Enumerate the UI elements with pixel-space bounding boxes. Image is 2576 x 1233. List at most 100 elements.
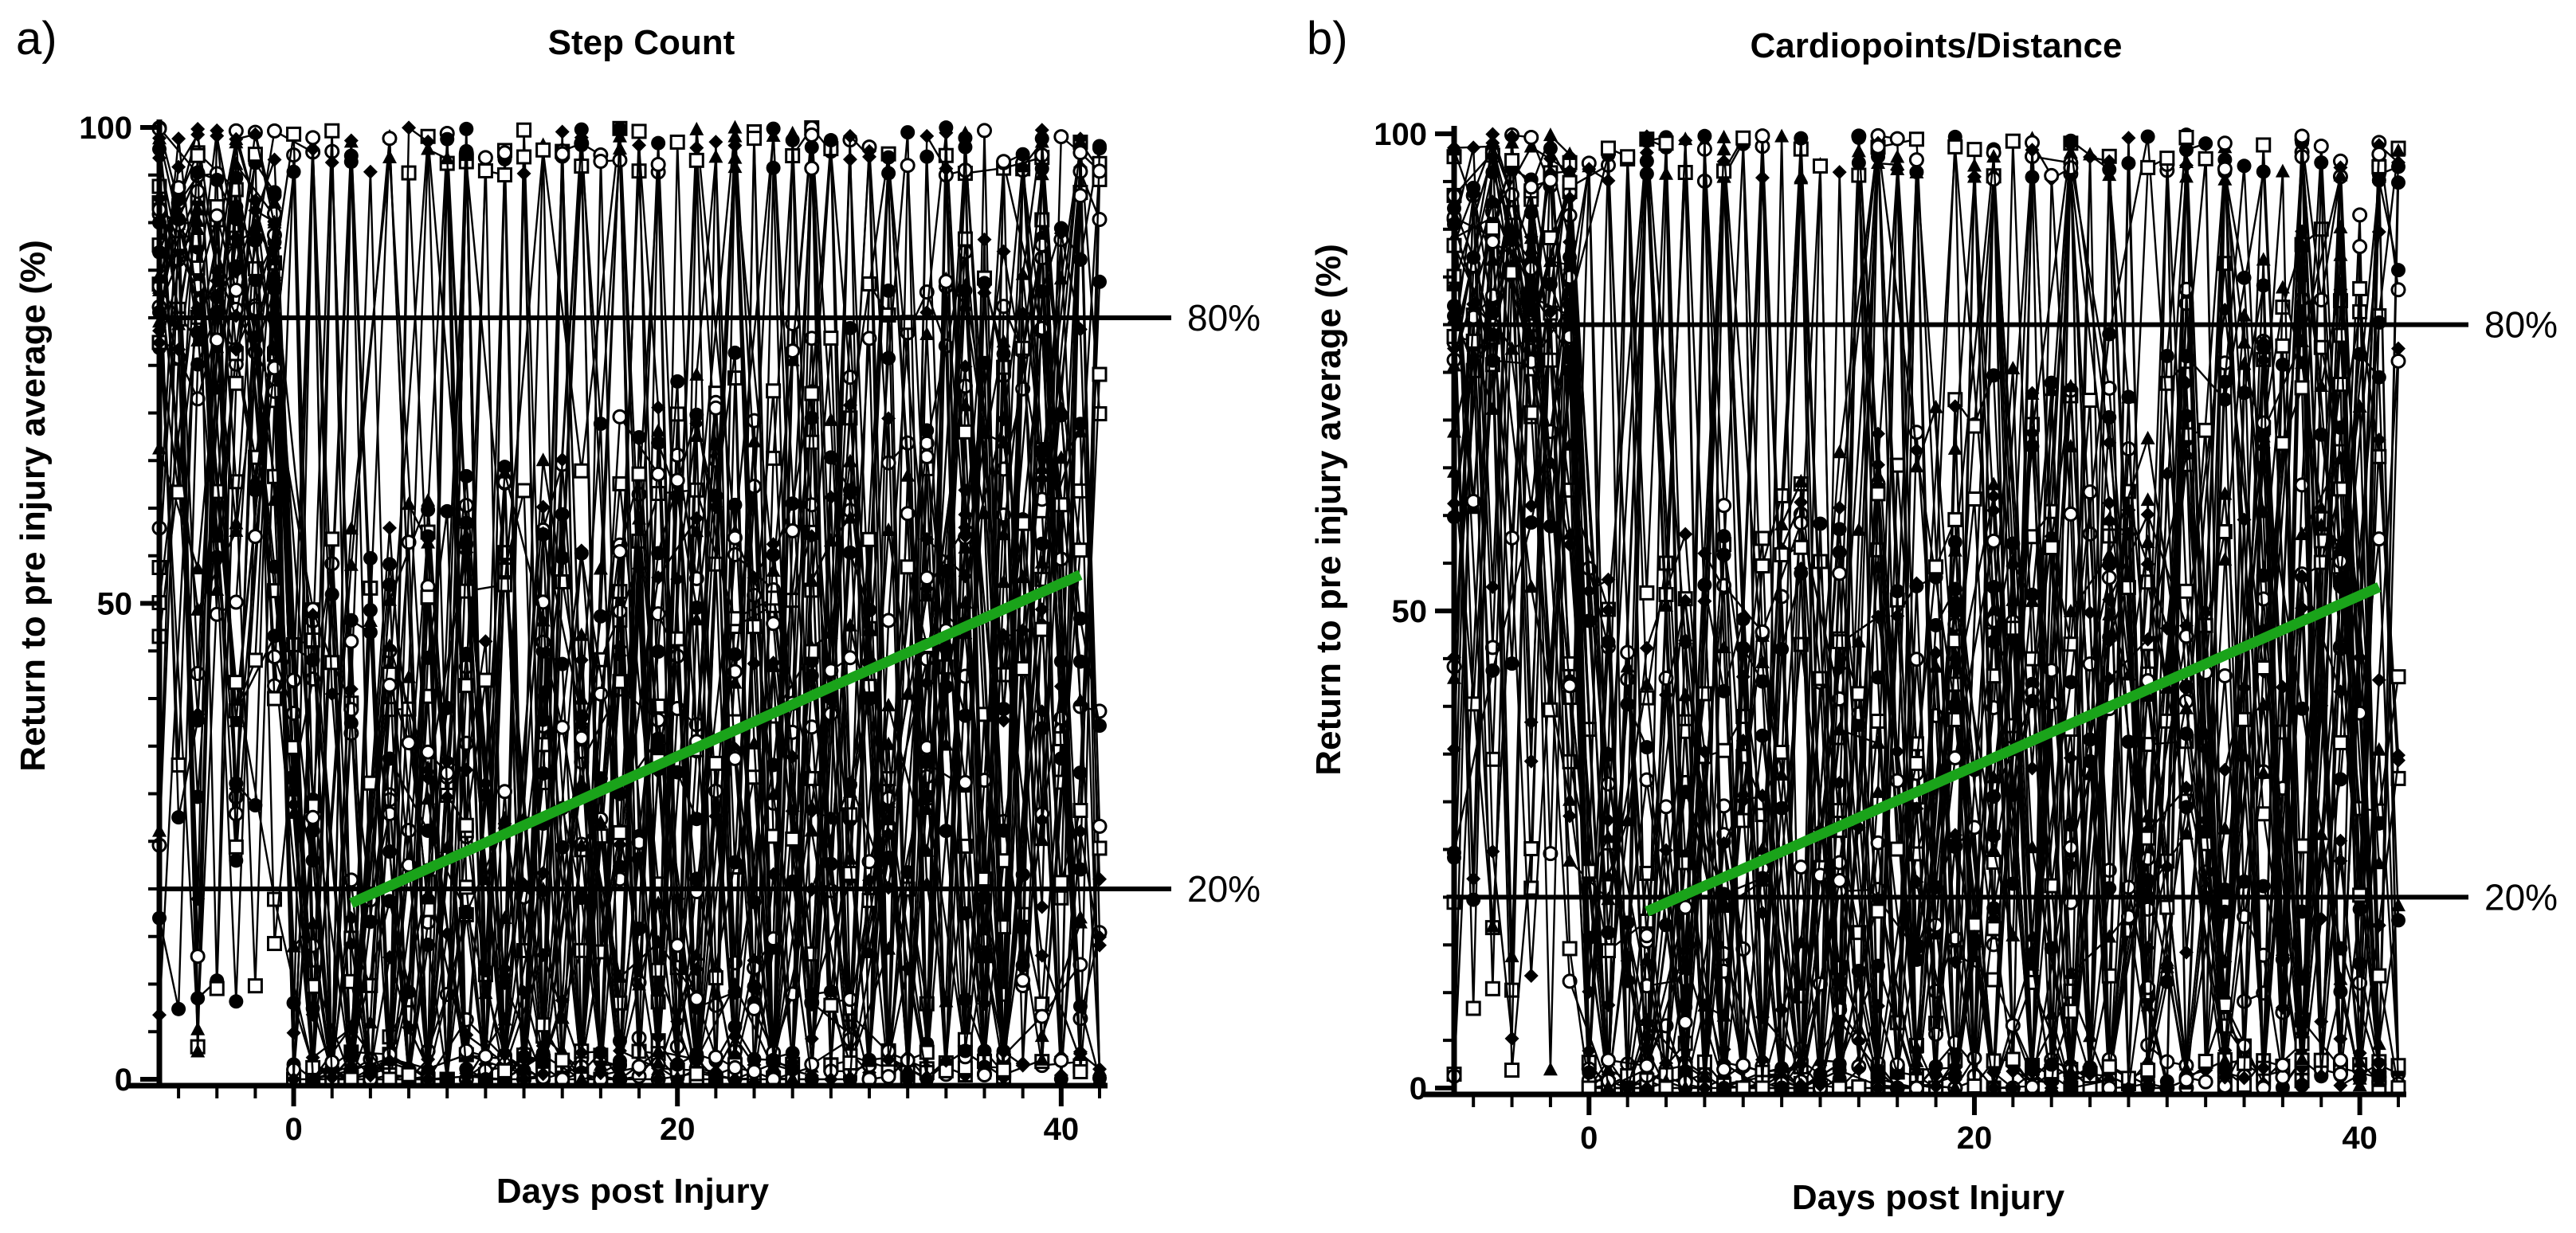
panel-b-data-point	[2352, 1054, 2367, 1068]
panel-b-data-point	[1909, 801, 1924, 816]
panel-a-data-point	[689, 523, 704, 538]
panel-b-data-point	[1794, 1078, 1809, 1093]
panel-a-data-point	[650, 156, 666, 172]
panel-b-data-point	[1523, 714, 1539, 730]
panel-a-data-point	[669, 134, 685, 150]
panel-b-data-point	[2275, 280, 2290, 294]
panel-b-data-point	[1523, 179, 1539, 195]
panel-b-data-point	[2332, 734, 2348, 750]
panel-a-data-point	[1015, 147, 1030, 162]
panel-a-data-point	[1034, 472, 1049, 487]
panel-b-data-point	[1543, 846, 1559, 862]
panel-b-data-point	[2256, 660, 2272, 676]
panel-a-data-point	[171, 159, 186, 174]
panel-a-data-point	[324, 687, 339, 702]
panel-a-data-point	[228, 594, 244, 610]
panel-a-data-point	[842, 370, 858, 386]
panel-a-data-point	[1034, 1051, 1049, 1066]
panel-a-data-point	[996, 823, 1011, 838]
panel-b-data-point	[1986, 149, 2002, 163]
panel-b-data-point	[1870, 486, 1886, 502]
panel-a-data-point	[305, 809, 321, 825]
panel-a-data-point	[574, 543, 589, 558]
panel-a-data-point	[210, 128, 225, 143]
panel-b-data-point	[1851, 130, 1866, 145]
panel-a-data-point	[496, 1063, 512, 1078]
panel-b-data-point	[1543, 172, 1559, 188]
panel-a-data-point	[842, 453, 857, 468]
panel-a-data-point	[631, 1059, 647, 1074]
panel-b-axes: 80% 20% 0 20 40 0 50 100	[1374, 117, 2558, 1156]
panel-a-data-point	[651, 1030, 666, 1045]
panel-b-data-point	[1697, 744, 1712, 759]
panel-b-data-point	[2275, 1069, 2291, 1085]
panel-b-y-axis-label: Return to pre injury average (%)	[1309, 244, 1348, 775]
panel-a-data-point	[632, 561, 647, 576]
panel-b-data-point	[2178, 781, 2194, 796]
panel-b-data-point	[1909, 459, 1924, 473]
panel-b-data-point	[1465, 333, 1481, 349]
panel-b-data-point	[2025, 386, 2040, 401]
panel-b-data-point	[1466, 187, 1481, 202]
panel-a-data-point	[1034, 602, 1049, 617]
panel-a-data-point	[266, 691, 282, 707]
panel-b-data-point	[1504, 1031, 1519, 1046]
panel-a-data-point	[497, 1047, 512, 1063]
panel-b-data-point	[1908, 131, 1924, 147]
panel-b-data-point	[1601, 1079, 1616, 1094]
panel-b-data-point	[1832, 566, 1848, 581]
panel-a-data-point	[401, 823, 417, 839]
panel-a-data-point	[612, 603, 628, 619]
panel-a-data-point	[1092, 840, 1108, 856]
panel-b-data-point	[1543, 1062, 1558, 1076]
panel-b-data-point	[1716, 1062, 1732, 1078]
panel-a-data-point	[785, 1059, 800, 1074]
panel-b-data-point	[1678, 1000, 1693, 1015]
panel-b-data-point	[2101, 570, 2117, 585]
panel-b-data-point	[2332, 554, 2348, 570]
panel-a-data-point	[1092, 1062, 1107, 1077]
panel-b-data-point	[1909, 576, 1924, 591]
panel-a-data-point	[919, 801, 935, 816]
panel-b-data-point	[1582, 162, 1597, 177]
panel-b-data-point	[1600, 776, 1616, 792]
panel-a-data-point	[880, 455, 896, 471]
panel-b-data-point	[2256, 696, 2271, 710]
panel-b-data-point	[1716, 142, 1731, 156]
panel-b-data-point	[2237, 1071, 2252, 1086]
panel-a-data-point	[343, 521, 359, 535]
panel-a-data-point	[958, 906, 973, 921]
panel-a-data-point	[881, 283, 896, 298]
panel-b-data-point	[2256, 879, 2271, 894]
panel-a-x-tick-label: 0	[284, 1112, 302, 1147]
panel-a-data-point	[266, 360, 282, 376]
panel-a-data-point	[190, 713, 206, 728]
panel-a-data-point	[190, 601, 206, 616]
panel-a-data-point	[766, 547, 781, 562]
panel-a-data-point	[823, 331, 839, 346]
panel-a-data-point	[881, 523, 896, 537]
panel-b-data-point	[1639, 1058, 1655, 1074]
panel-b-data-point	[1928, 645, 1943, 660]
panel-b-data-point	[2217, 161, 2233, 177]
panel-a-data-point	[593, 154, 609, 170]
panel-a-data-point	[478, 871, 493, 886]
panel-b-data-point	[2102, 513, 2117, 528]
panel-b-data-point	[2314, 1068, 2329, 1083]
panel-a-data-point	[516, 122, 532, 138]
panel-b-data-point	[1601, 829, 1616, 844]
panel-b-data-point	[1620, 697, 1635, 712]
panel-a-data-point	[842, 1071, 857, 1085]
panel-a-data-point	[458, 498, 474, 514]
panel-b-data-point	[1523, 229, 1539, 245]
panel-a-data-point	[286, 672, 302, 688]
panel-a-data-point	[689, 612, 704, 626]
panel-a-data-point	[555, 452, 570, 468]
panel-b-data-point	[1504, 129, 1519, 144]
panel-a-data-point	[324, 1070, 339, 1085]
panel-a-data-point	[382, 520, 397, 535]
panel-a-data-point	[266, 649, 282, 665]
panel-a-data-point	[382, 677, 398, 693]
panel-b-data-point	[2275, 163, 2290, 178]
panel-b-data-point	[1543, 456, 1558, 471]
